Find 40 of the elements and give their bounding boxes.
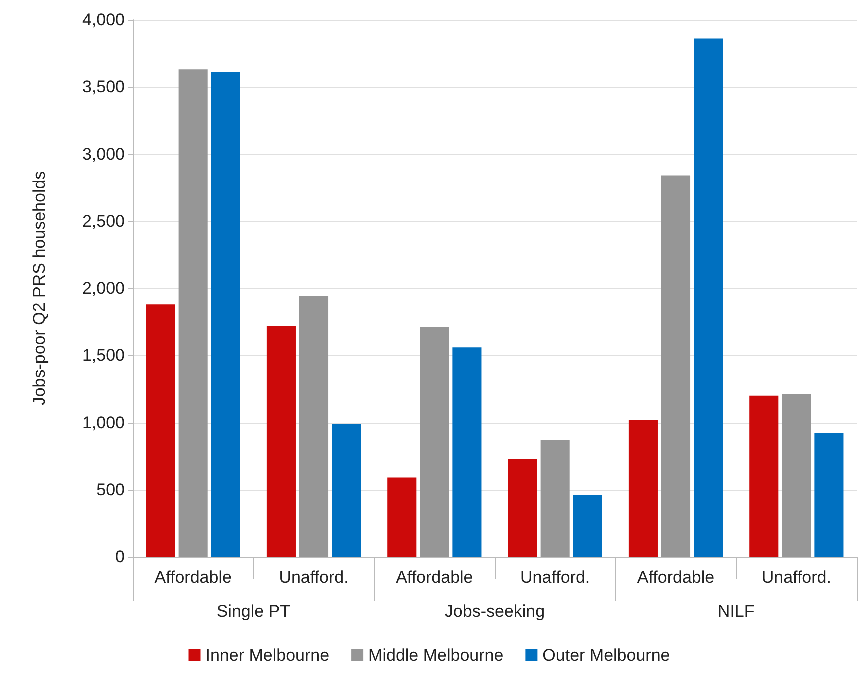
x-tick-label: Unafford. xyxy=(762,568,832,587)
bar xyxy=(332,424,362,557)
bar xyxy=(628,420,658,557)
bar xyxy=(420,327,450,557)
y-tick-label: 1,000 xyxy=(82,413,125,432)
y-tick-label: 500 xyxy=(96,480,125,500)
legend-label: Outer Melbourne xyxy=(542,646,670,665)
x-tick-label: Affordable xyxy=(396,568,474,587)
bar xyxy=(452,348,482,557)
y-tick-label: 3,000 xyxy=(82,144,125,164)
bar xyxy=(508,459,538,557)
bar xyxy=(782,394,812,557)
text: NILF xyxy=(718,602,755,621)
bar xyxy=(388,478,417,557)
legend-label: Inner Melbourne xyxy=(206,646,330,665)
bar xyxy=(694,38,724,557)
y-tick-label: 2,000 xyxy=(82,279,125,298)
legend-label: Middle Melbourne xyxy=(368,646,504,665)
y-tick-label: 3,500 xyxy=(82,78,125,97)
x-tick-label: Unafford. xyxy=(520,568,590,587)
y-tick-label: 2,500 xyxy=(82,212,125,231)
y-tick-label: 0 xyxy=(116,548,125,566)
x-tick-label: Affordable xyxy=(637,568,715,587)
bar xyxy=(211,72,240,557)
bar xyxy=(178,70,208,557)
bar xyxy=(573,495,602,557)
text: Jobs-seeking xyxy=(444,602,546,621)
bar xyxy=(299,296,329,557)
bar xyxy=(146,304,176,557)
bar xyxy=(266,326,296,557)
bar xyxy=(750,396,779,557)
x-tick-label: Affordable xyxy=(154,568,232,587)
x-tick-label: Unafford. xyxy=(279,568,349,587)
text: Single PT xyxy=(216,602,291,621)
bar xyxy=(814,433,844,557)
bar xyxy=(540,440,570,557)
bar xyxy=(661,176,691,557)
y-tick-label: 4,000 xyxy=(82,10,125,30)
y-axis-title: Jobs-poor Q2 PRS households xyxy=(30,171,49,406)
y-tick-label: 1,500 xyxy=(82,346,125,366)
